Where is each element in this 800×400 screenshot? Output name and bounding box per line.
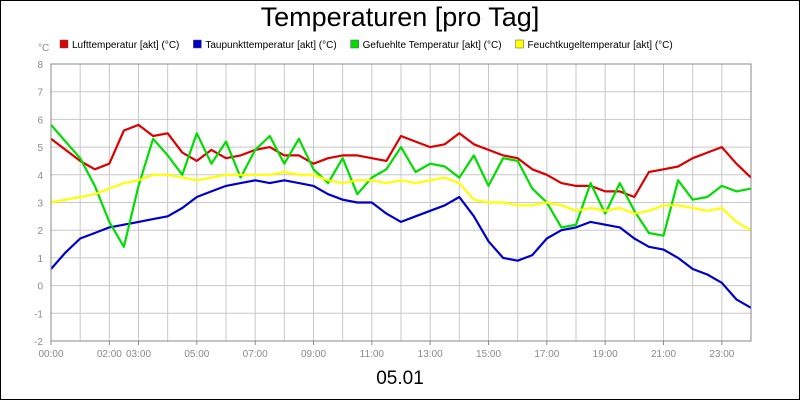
chart-title: Temperaturen [pro Tag] xyxy=(260,2,540,32)
legend: Lufttemperatur [akt] (°C) Taupunkttempera… xyxy=(59,39,673,51)
plot-border xyxy=(50,63,752,342)
x-tick-label: 00:00 xyxy=(38,349,63,360)
y-tick-label: 0 xyxy=(37,282,43,293)
x-tick-label: 07:00 xyxy=(243,349,268,360)
series-line xyxy=(50,124,752,248)
y-tick-label: 4 xyxy=(37,171,43,182)
legend-label: Taupunkttemperatur [akt] (°C) xyxy=(205,40,336,51)
x-tick-label: 03:00 xyxy=(126,349,151,360)
legend-swatch xyxy=(515,39,524,49)
x-tick-label: 19:00 xyxy=(593,349,618,360)
x-tick-label: 15:00 xyxy=(476,349,501,360)
y-tick-label: -2 xyxy=(34,337,43,348)
series-line xyxy=(50,123,752,199)
y-tick-label: -1 xyxy=(34,309,43,320)
y-tick-label: 2 xyxy=(37,226,43,237)
x-tick-label: 09:00 xyxy=(301,349,326,360)
date-label: 05.01 xyxy=(376,368,424,389)
y-tick-label: 5 xyxy=(37,143,43,154)
legend-swatch xyxy=(350,39,359,49)
y-tick-label: 8 xyxy=(37,60,43,71)
x-axis-ticks: 00:00 02:00 03:00 05:00 07:00 09:00 11:00 13:00… xyxy=(38,341,735,360)
x-tick-label: 02:00 xyxy=(97,349,122,360)
x-tick-label: 23:00 xyxy=(709,349,734,360)
y-tick-label: 6 xyxy=(37,115,43,126)
y-tick-label: 7 xyxy=(37,88,43,99)
series-line xyxy=(50,179,752,309)
series-lines xyxy=(50,123,752,309)
y-axis-unit: °C xyxy=(38,43,49,54)
y-axis-ticks: -2 -1 0 1 2 3 4 5 6 7 8 xyxy=(34,60,43,348)
series-line xyxy=(50,170,752,232)
legend-label: Feuchtkugeltemperatur [akt] (°C) xyxy=(528,40,673,51)
x-tick-label: 17:00 xyxy=(534,349,559,360)
legend-swatch xyxy=(59,39,69,49)
x-tick-label: 11:00 xyxy=(360,349,385,360)
x-tick-label: 21:00 xyxy=(651,349,676,360)
y-tick-label: 3 xyxy=(37,199,43,210)
legend-label: Gefuehlte Temperatur [akt] (°C) xyxy=(363,40,502,51)
legend-label: Lufttemperatur [akt] (°C) xyxy=(72,40,179,51)
y-tick-label: 1 xyxy=(37,254,43,265)
x-tick-label: 05:00 xyxy=(184,349,209,360)
x-tick-label: 13:00 xyxy=(418,349,443,360)
legend-swatch xyxy=(193,39,202,49)
